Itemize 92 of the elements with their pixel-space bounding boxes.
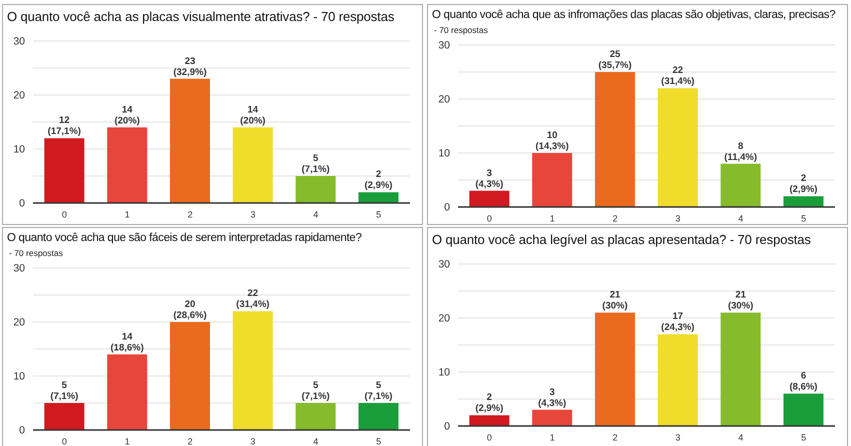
data-label: 14 (20%) bbox=[240, 104, 266, 126]
y-tick-label: 20 bbox=[13, 316, 26, 329]
data-label: 20 (28,6%) bbox=[173, 299, 207, 321]
bar bbox=[44, 138, 84, 203]
data-label: 21 (30%) bbox=[728, 290, 754, 312]
bar bbox=[107, 127, 148, 203]
chart-title: O quanto você acha legível as placas apresentada? - 70 respostas bbox=[431, 231, 812, 249]
x-tick-label: 1 bbox=[550, 213, 555, 224]
data-label: 5 (7,1%) bbox=[50, 380, 78, 402]
x-tick-label: 5 bbox=[801, 432, 806, 442]
bar bbox=[296, 176, 336, 203]
bar bbox=[358, 192, 398, 203]
bar bbox=[658, 88, 698, 207]
x-tick-label: 4 bbox=[313, 436, 318, 446]
y-tick-label: 30 bbox=[438, 258, 450, 271]
x-tick-label: 2 bbox=[612, 432, 618, 442]
bar bbox=[594, 72, 635, 207]
data-label: 3 (4,3%) bbox=[538, 386, 566, 409]
y-tick-label: 30 bbox=[438, 40, 450, 52]
x-tick-label: 1 bbox=[124, 436, 130, 446]
bar bbox=[783, 196, 824, 207]
y-tick-label: 20 bbox=[13, 90, 26, 102]
chart-title: O quanto você acha que são fáceis de serem interpretadas rapidamente? bbox=[6, 231, 363, 246]
data-label: 21 (30%) bbox=[602, 290, 628, 312]
bar bbox=[469, 190, 510, 207]
y-tick-label: 10 bbox=[13, 144, 26, 156]
bar bbox=[720, 312, 761, 426]
x-tick-label: 5 bbox=[376, 436, 382, 446]
bar bbox=[658, 334, 698, 426]
data-label: 22 (31,4%) bbox=[661, 65, 694, 88]
x-tick-label: 5 bbox=[376, 209, 382, 220]
chart-subtitle: - 70 respostas bbox=[8, 248, 64, 258]
data-label: 5 (7,1%) bbox=[302, 153, 330, 175]
chart-title: O quanto você acha que as infromações das placas são objetivas, claras, precisas? bbox=[431, 8, 836, 23]
data-label: 23 (32,9%) bbox=[173, 56, 207, 78]
chart-subtitle: - 70 respostas bbox=[433, 25, 489, 35]
bar bbox=[44, 403, 84, 430]
data-label: 14 (20%) bbox=[114, 104, 140, 126]
x-tick-label: 0 bbox=[486, 213, 492, 224]
bar bbox=[720, 164, 761, 207]
y-tick-label: 10 bbox=[438, 148, 450, 160]
bar bbox=[232, 311, 273, 430]
x-tick-label: 3 bbox=[675, 432, 680, 442]
data-label: 22 (31,4%) bbox=[236, 288, 270, 310]
data-label: 2 (2,9%) bbox=[475, 392, 504, 414]
bar bbox=[469, 415, 510, 426]
y-tick-label: 30 bbox=[13, 36, 26, 48]
x-tick-label: 2 bbox=[188, 209, 193, 220]
data-label: 2 (2,9%) bbox=[789, 173, 818, 196]
bar bbox=[594, 312, 635, 426]
x-tick-label: 0 bbox=[62, 209, 67, 220]
x-tick-label: 5 bbox=[801, 213, 806, 224]
x-tick-label: 3 bbox=[250, 209, 256, 220]
x-tick-label: 0 bbox=[62, 436, 67, 446]
chart-title: O quanto você acha as placas visualmente atrativas? - 70 respostas bbox=[6, 8, 396, 26]
data-label: 6 (8,6%) bbox=[789, 370, 818, 393]
bar bbox=[296, 403, 336, 430]
x-tick-label: 4 bbox=[738, 213, 744, 224]
x-tick-label: 4 bbox=[313, 209, 318, 220]
x-tick-label: 3 bbox=[675, 213, 680, 224]
x-tick-label: 2 bbox=[188, 436, 193, 446]
x-tick-label: 4 bbox=[738, 432, 744, 442]
y-tick-label: 20 bbox=[438, 312, 450, 325]
data-label: 10 (14,3%) bbox=[536, 130, 569, 152]
y-tick-label: 20 bbox=[438, 94, 450, 106]
data-label: 12 (17,1%) bbox=[48, 115, 81, 138]
bar bbox=[170, 78, 210, 203]
bar bbox=[358, 403, 398, 430]
bar bbox=[107, 354, 148, 430]
data-label: 3 (4,3%) bbox=[475, 168, 504, 190]
data-label: 25 (35,7%) bbox=[598, 49, 632, 71]
x-tick-label: 1 bbox=[124, 209, 130, 220]
bar bbox=[232, 127, 273, 203]
data-label: 5 (7,1%) bbox=[302, 380, 330, 402]
bar bbox=[532, 153, 572, 207]
y-tick-label: 0 bbox=[19, 198, 26, 210]
data-label: 5 (7,1%) bbox=[364, 380, 392, 402]
y-tick-label: 10 bbox=[13, 370, 26, 383]
data-label: 2 (2,9%) bbox=[364, 169, 392, 192]
bar bbox=[170, 322, 210, 430]
y-tick-label: 10 bbox=[438, 366, 450, 379]
bar bbox=[532, 410, 572, 426]
data-label: 17 (24,3%) bbox=[661, 311, 694, 334]
bar bbox=[783, 394, 824, 426]
y-tick-label: 30 bbox=[13, 262, 26, 275]
x-tick-label: 3 bbox=[250, 436, 256, 446]
x-tick-label: 2 bbox=[612, 213, 618, 224]
data-label: 14 (18,6%) bbox=[110, 331, 144, 354]
x-tick-label: 0 bbox=[486, 432, 492, 442]
x-tick-label: 1 bbox=[550, 432, 555, 442]
data-label: 8 (11,4%) bbox=[724, 140, 758, 163]
y-tick-label: 0 bbox=[444, 420, 450, 433]
